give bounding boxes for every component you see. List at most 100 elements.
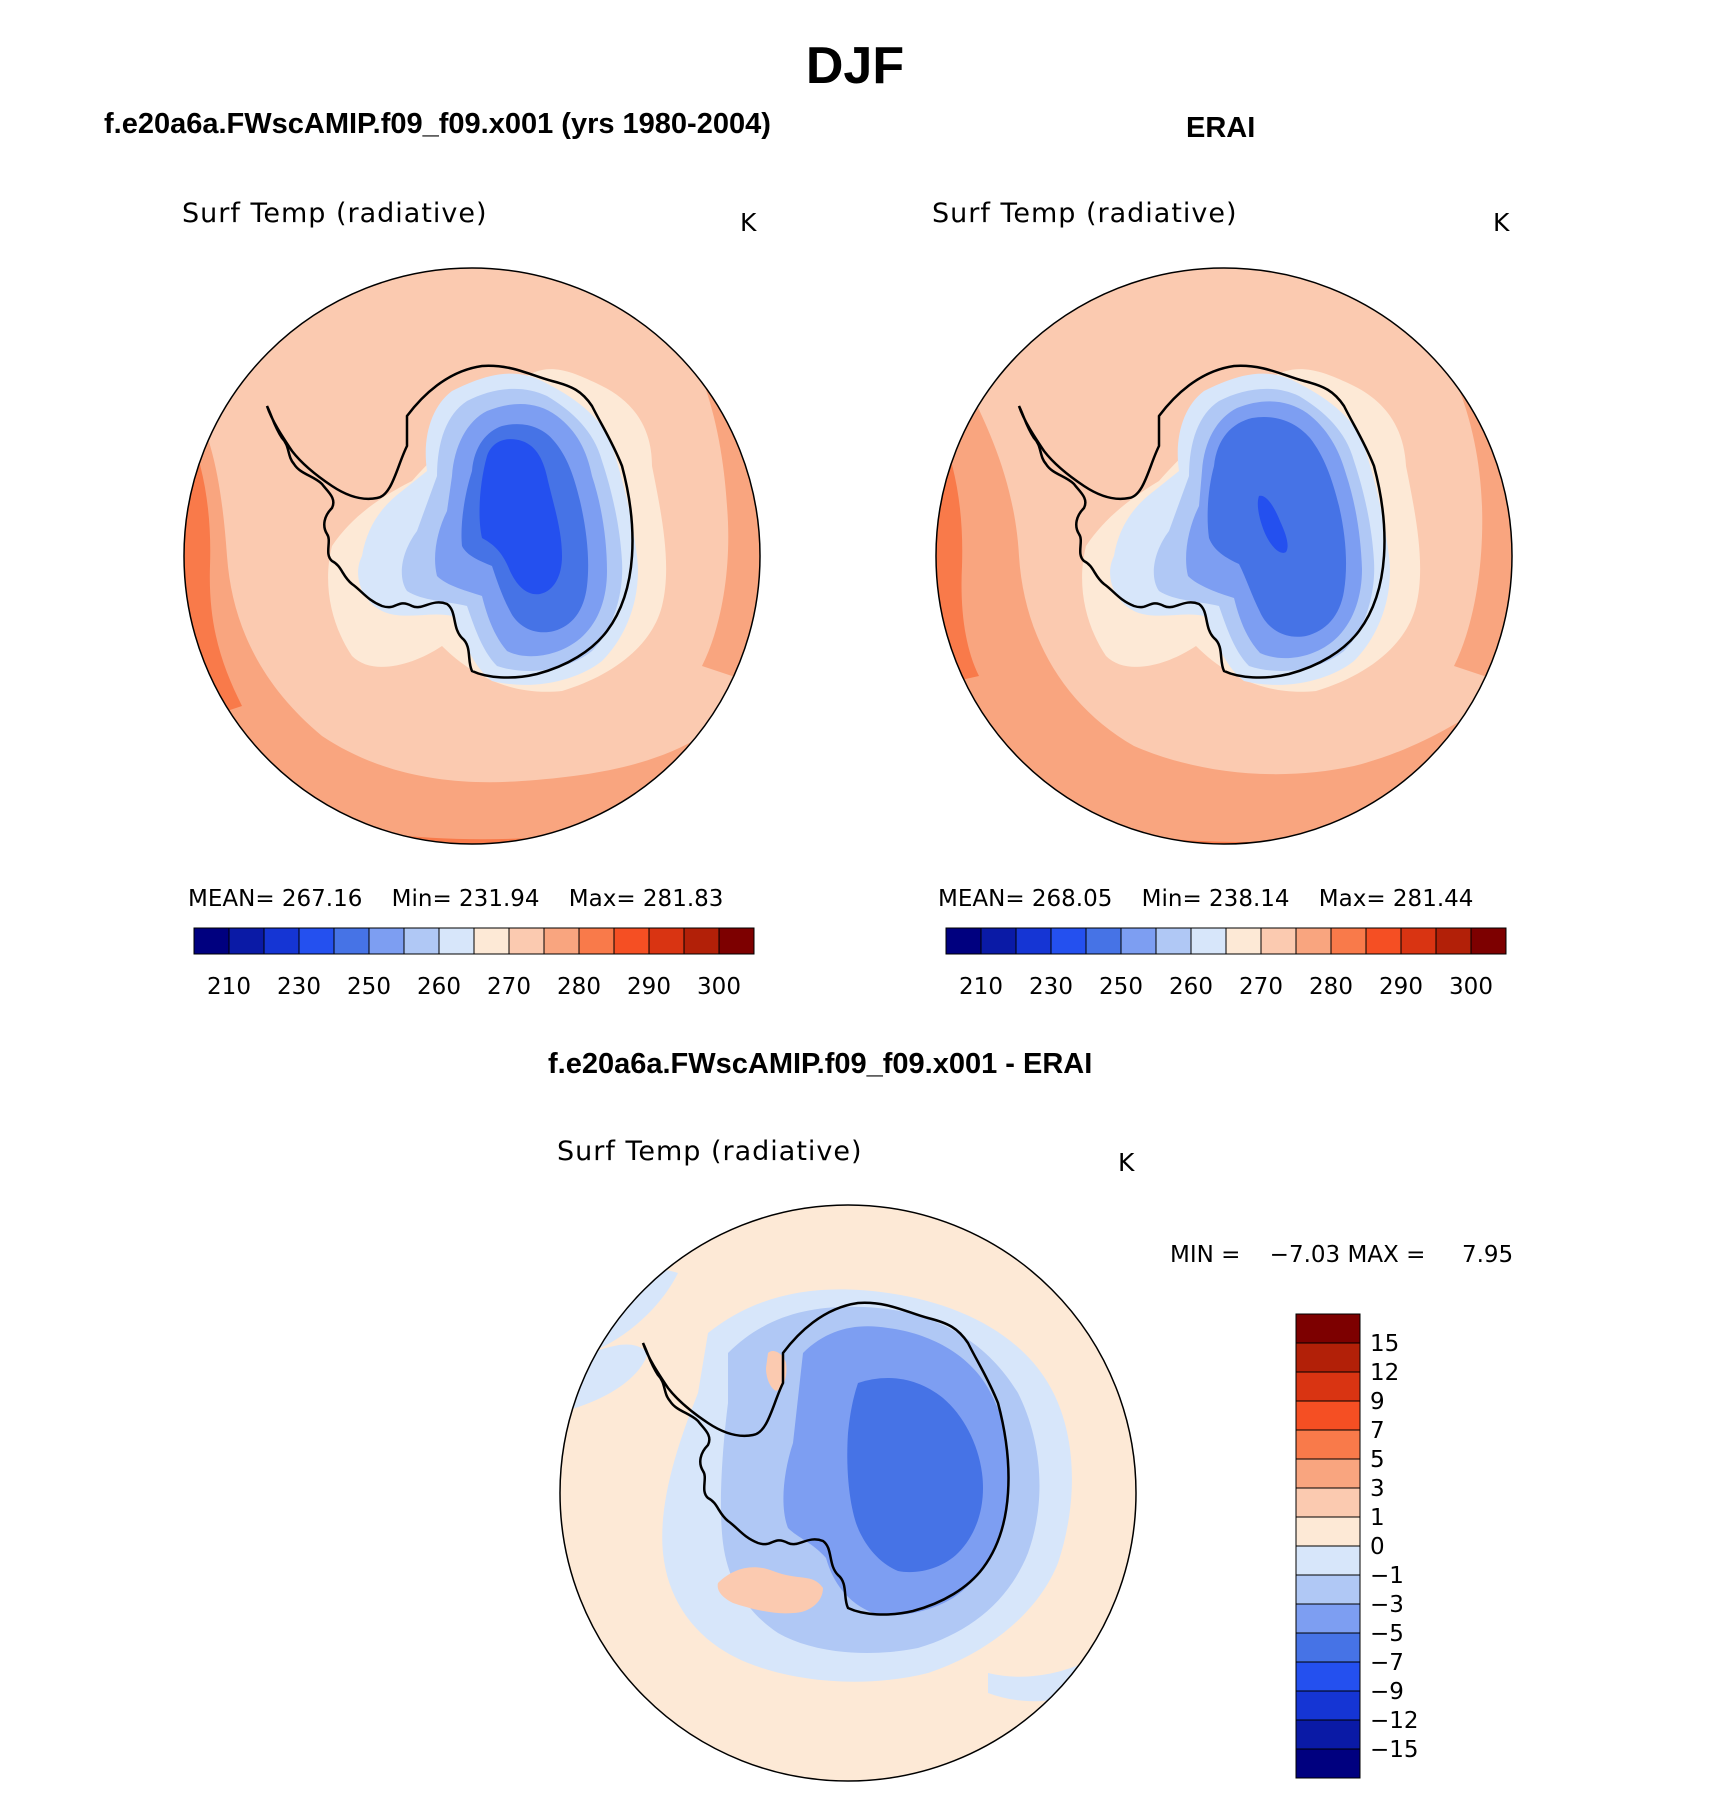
colorbar-tick-label: 12 [1370, 1360, 1399, 1386]
colorbar-swatch [543, 927, 580, 955]
model-mean-value: 267.16 [281, 886, 363, 912]
colorbar-tick-label: −7 [1370, 1650, 1404, 1676]
colorbar-tick-label: 290 [627, 974, 671, 998]
colorbar-tick-label: 15 [1370, 1331, 1399, 1357]
colorbar-swatch [1295, 1487, 1361, 1518]
colorbar-swatch [1295, 1342, 1361, 1373]
colorbar-swatch [1015, 927, 1052, 955]
colorbar-swatch [1050, 927, 1087, 955]
model-max-label: Max= [568, 886, 636, 912]
obs-variable-title: Surf Temp (radiative) [932, 198, 1238, 229]
colorbar-tick-label: 300 [1449, 974, 1493, 998]
colorbar-tick-label: 230 [277, 974, 321, 998]
diff-min-value: −7.03 [1269, 1242, 1341, 1268]
model-colorbar: 210 230 250 260 270 280 290 300 [193, 927, 755, 998]
diff-stats: MIN = −7.03 MAX = 7.95 [1170, 1242, 1513, 1268]
diff-units: K [1118, 1148, 1135, 1177]
diff-coldest-zone [847, 1378, 983, 1573]
colorbar-swatch [1295, 1516, 1361, 1547]
colorbar-swatch [1330, 927, 1367, 955]
colorbar-tick-label: 7 [1370, 1418, 1385, 1444]
colorbar-swatch [1400, 927, 1437, 955]
colorbar-swatch [1295, 1574, 1361, 1605]
colorbar-swatch [613, 927, 650, 955]
colorbar-swatch [228, 927, 265, 955]
obs-colorbar-swatches [945, 927, 1507, 955]
colorbar-swatch [1295, 1313, 1361, 1344]
colorbar-swatch [648, 927, 685, 955]
map-boundary [935, 267, 1513, 845]
obs-mean-label: MEAN= [938, 886, 1025, 912]
diff-panel-title: f.e20a6a.FWscAMIP.f09_f09.x001 - ERAI [548, 1048, 1093, 1080]
colorbar-swatch [1295, 1748, 1361, 1779]
map-boundary [183, 267, 761, 845]
diff-max-label: MAX = [1347, 1242, 1426, 1268]
obs-mean-value: 268.05 [1031, 886, 1113, 912]
colorbar-swatch [980, 927, 1017, 955]
colorbar-swatch [368, 927, 405, 955]
antarctica-coastline [1017, 364, 1386, 679]
figure-title: DJF [805, 37, 905, 95]
colorbar-swatch [1295, 1458, 1361, 1489]
diff-warm-patch [717, 1567, 823, 1614]
ocean-warm-band-south [936, 326, 1512, 844]
colorbar-swatch [1295, 1603, 1361, 1634]
model-colorbar-swatches [193, 927, 755, 955]
colorbar-tick-label: −1 [1370, 1563, 1404, 1589]
diff-colorbar-ticks: 15 12 9 7 5 3 1 0 −1 −3 −5 −7 −9 −12 −15 [1370, 1331, 1419, 1763]
colorbar-tick-label: 260 [417, 974, 461, 998]
colorbar-swatch [1295, 1719, 1361, 1750]
obs-polar-map [935, 267, 1513, 845]
colorbar-tick-label: 5 [1370, 1447, 1385, 1473]
colorbar-swatch [403, 927, 440, 955]
colorbar-tick-label: −3 [1370, 1592, 1404, 1618]
colorbar-swatch [1295, 1400, 1361, 1431]
colorbar-swatch [1295, 1429, 1361, 1460]
continent-dome [1257, 495, 1288, 553]
colorbar-swatch [1295, 1661, 1361, 1692]
colorbar-tick-label: 9 [1370, 1389, 1385, 1415]
model-min-label: Min= [391, 886, 452, 912]
diff-variable-title: Surf Temp (radiative) [557, 1136, 863, 1167]
colorbar-tick-label: 1 [1370, 1505, 1385, 1531]
colorbar-swatch [1085, 927, 1122, 955]
diff-polar-map [559, 1204, 1137, 1782]
colorbar-tick-label: 280 [1309, 974, 1353, 998]
colorbar-swatch [438, 927, 475, 955]
model-panel-title: f.e20a6a.FWscAMIP.f09_f09.x001 (yrs 1980… [104, 108, 771, 140]
colorbar-swatch [473, 927, 510, 955]
colorbar-tick-label: 270 [487, 974, 531, 998]
colorbar-tick-label: −15 [1370, 1737, 1419, 1763]
model-min-value: 231.94 [459, 886, 540, 912]
map-boundary [559, 1204, 1137, 1782]
colorbar-swatch [683, 927, 720, 955]
colorbar-swatch [1365, 927, 1402, 955]
colorbar-tick-label: 270 [1239, 974, 1283, 998]
colorbar-swatch [1295, 927, 1332, 955]
colorbar-swatch [1295, 1690, 1361, 1721]
model-variable-title: Surf Temp (radiative) [182, 198, 488, 229]
colorbar-tick-label: 3 [1370, 1476, 1385, 1502]
model-max-value: 281.83 [642, 886, 724, 912]
colorbar-swatch [1260, 927, 1297, 955]
model-stats: MEAN= 267.16 Min= 231.94 Max= 281.83 [188, 886, 723, 912]
diff-colorbar-swatches [1295, 1313, 1361, 1779]
colorbar-swatch [1295, 1545, 1361, 1576]
obs-colorbar-ticks: 210 230 250 260 270 280 290 300 [959, 974, 1493, 998]
colorbar-tick-label: 250 [1099, 974, 1143, 998]
colorbar-swatch [945, 927, 982, 955]
obs-min-value: 238.14 [1209, 886, 1290, 912]
model-colorbar-ticks: 210 230 250 260 270 280 290 300 [207, 974, 741, 998]
colorbar-tick-label: 230 [1029, 974, 1073, 998]
antarctica-coastline [641, 1301, 1010, 1616]
colorbar-swatch [718, 927, 755, 955]
colorbar-tick-label: 290 [1379, 974, 1423, 998]
obs-min-label: Min= [1141, 886, 1202, 912]
colorbar-swatch [1295, 1371, 1361, 1402]
diff-max-value: 7.95 [1461, 1242, 1514, 1268]
diff-warm-patch [766, 1351, 787, 1391]
colorbar-swatch [1120, 927, 1157, 955]
obs-units: K [1493, 208, 1510, 237]
obs-stats: MEAN= 268.05 Min= 238.14 Max= 281.44 [938, 886, 1473, 912]
colorbar-tick-label: 0 [1370, 1534, 1385, 1560]
